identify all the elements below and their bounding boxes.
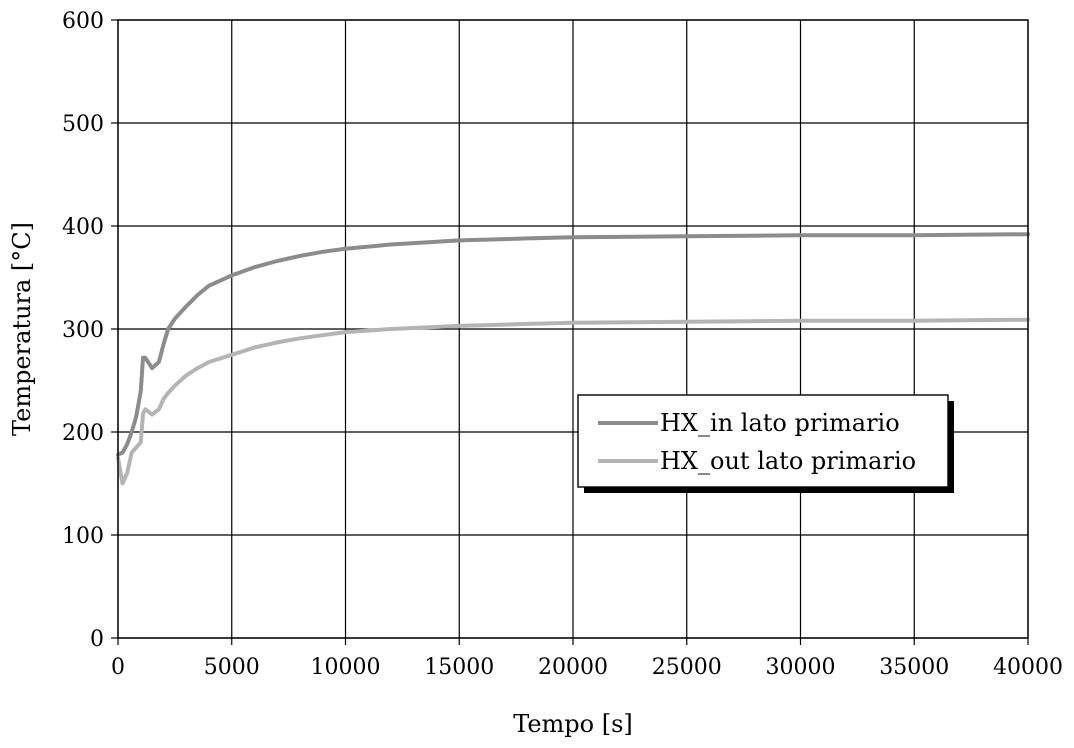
x-tick-label: 25000 bbox=[652, 655, 722, 680]
legend-box bbox=[577, 394, 949, 488]
series-layer bbox=[116, 232, 1030, 486]
legend: HX_in lato primario HX_out lato primario bbox=[577, 394, 954, 493]
y-tick-label: 500 bbox=[62, 112, 104, 137]
y-axis-title: Temperatura [°C] bbox=[8, 222, 36, 436]
x-tick-label: 0 bbox=[111, 655, 125, 680]
y-tick-label: 100 bbox=[62, 524, 104, 549]
x-tick-label: 20000 bbox=[538, 655, 608, 680]
x-axis-tick-labels: 0 5000 10000 15000 20000 25000 30000 35000 40000 bbox=[111, 638, 1063, 680]
y-tick-label: 200 bbox=[62, 421, 104, 446]
y-tick-label: 300 bbox=[62, 318, 104, 343]
x-tick-label: 15000 bbox=[424, 655, 494, 680]
x-tick-label: 35000 bbox=[879, 655, 949, 680]
y-axis-tick-labels: 0 100 200 300 400 500 600 bbox=[62, 9, 118, 652]
y-tick-label: 400 bbox=[62, 215, 104, 240]
x-tick-label: 40000 bbox=[993, 655, 1063, 680]
legend-label-1: HX_in lato primario bbox=[660, 409, 900, 437]
legend-label-2: HX_out lato primario bbox=[660, 447, 916, 475]
grid bbox=[117, 19, 1029, 639]
x-tick-label: 30000 bbox=[766, 655, 836, 680]
x-tick-label: 10000 bbox=[311, 655, 381, 680]
x-axis-title: Tempo [s] bbox=[513, 710, 633, 738]
y-tick-label: 0 bbox=[90, 627, 104, 652]
series-line-2 bbox=[116, 317, 1030, 486]
y-tick-label: 600 bbox=[62, 9, 104, 34]
series-line-1 bbox=[116, 232, 1030, 457]
x-tick-label: 5000 bbox=[204, 655, 260, 680]
